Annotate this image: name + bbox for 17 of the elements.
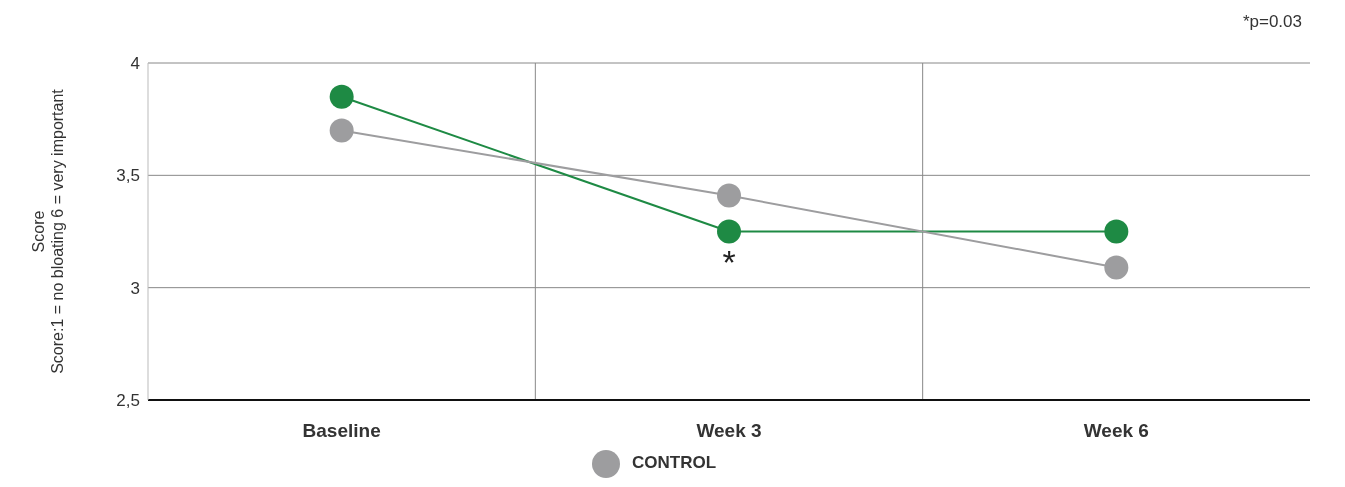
x-tick-label: Baseline: [302, 420, 381, 442]
point: [329, 84, 354, 109]
x-tick-label: Week 6: [1083, 420, 1149, 442]
point: [329, 118, 354, 143]
text: *p=0.03: [1242, 12, 1302, 31]
y-tick-label: 3: [130, 278, 140, 298]
y-tick-label: 4: [130, 54, 140, 74]
y-tick-label: 2,5: [116, 391, 140, 411]
x-tick-label: Week 3: [696, 420, 762, 442]
y-tick-label: 3,5: [116, 166, 140, 186]
legend-label: CONTROL: [631, 453, 717, 473]
point: [717, 219, 741, 244]
y-axis-title: Score Score:1 = no bloating 6 = very important: [30, 88, 66, 374]
annotation: *: [722, 242, 736, 281]
point: [1104, 255, 1129, 280]
point: [1104, 219, 1129, 244]
point: [717, 183, 741, 208]
